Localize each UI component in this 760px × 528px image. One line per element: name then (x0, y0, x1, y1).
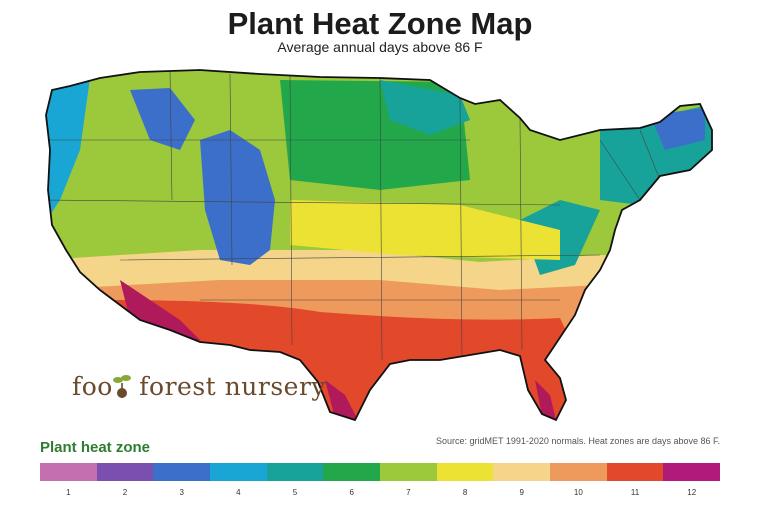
logo-text-end: forest nursery (130, 372, 327, 401)
source-note: Source: gridMET 1991-2020 normals. Heat … (436, 436, 720, 446)
legend-swatch-zone-9 (493, 463, 551, 481)
legend-label-zone-8: 8 (462, 488, 468, 497)
legend-swatch-zone-11 (606, 463, 664, 481)
legend-swatch-zone-4 (210, 463, 267, 481)
legend-swatch-zone-2 (96, 463, 154, 481)
legend-swatch-zone-10 (550, 463, 607, 481)
legend-swatch-zone-5 (266, 463, 324, 481)
legend-label-zone-1: 1 (66, 488, 71, 497)
legend-label-zone-9: 9 (519, 488, 524, 497)
legend-swatch-zone-7 (380, 463, 437, 481)
logo-text-start: foo (72, 372, 113, 401)
legend-color-bar (40, 463, 721, 481)
legend-title: Plant heat zone (40, 439, 151, 456)
food-forest-nursery-logo: foo forest nursery (72, 372, 326, 401)
legend-label-zone-6: 6 (349, 488, 354, 497)
legend-swatch-zone-12 (663, 463, 721, 481)
legend-label-zone-10: 10 (573, 488, 583, 497)
page-subtitle: Average annual days above 86 F (277, 39, 483, 55)
legend-swatch-zone-6 (323, 463, 381, 481)
state-borders (46, 70, 661, 361)
sprout-icon (112, 375, 131, 398)
legend-label-zone-11: 11 (630, 488, 640, 497)
legend-label-zone-4: 4 (236, 488, 241, 497)
legend-swatch-zone-8 (436, 463, 494, 481)
legend-label-zone-5: 5 (292, 488, 298, 497)
legend-swatch-zone-1 (40, 463, 97, 481)
legend-label-zone-3: 3 (179, 488, 184, 497)
legend-labels: 1 2 3 4 5 6 7 8 9 10 11 12 (40, 488, 720, 497)
legend-swatch-zone-3 (153, 463, 211, 481)
legend-label-zone-7: 7 (406, 488, 411, 497)
legend-label-zone-2: 2 (122, 488, 128, 497)
legend-label-zone-12: 12 (687, 488, 697, 497)
page-title: Plant Heat Zone Map (227, 6, 533, 41)
